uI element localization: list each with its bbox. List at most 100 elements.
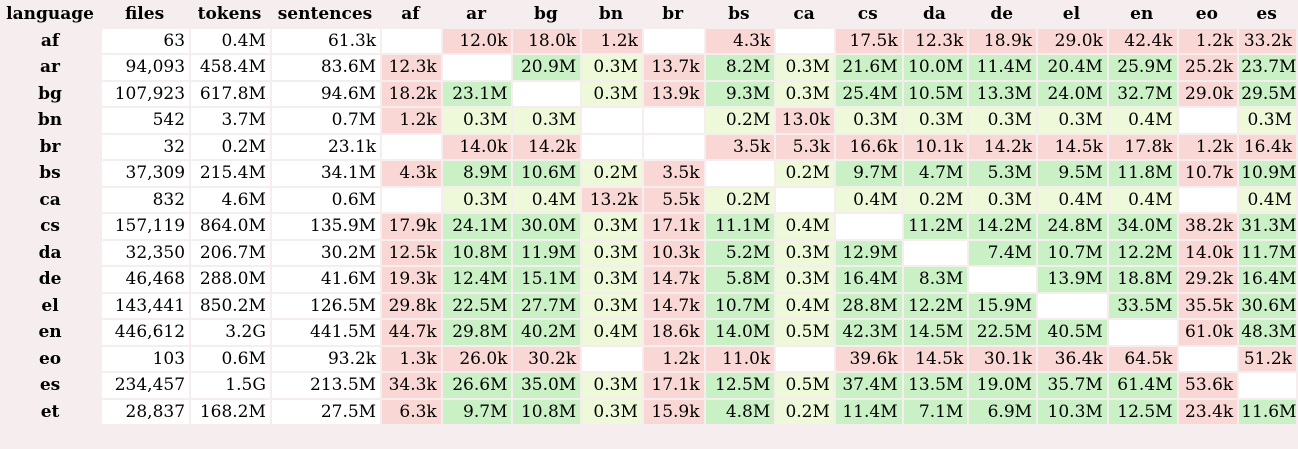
cell-bg-ar: 23.1M: [442, 81, 512, 106]
cell-ca-tokens: 4.6M: [191, 187, 270, 212]
row-header-el: el: [41, 295, 59, 316]
cell-bn-es: 0.3M: [1239, 108, 1296, 133]
cell-es-eo: 53.6k: [1178, 373, 1238, 398]
cell-bg-cs: 25.4M: [835, 81, 902, 106]
cell-de-es: 16.4M: [1239, 267, 1296, 292]
cell-de-bs: 5.8M: [705, 267, 775, 292]
cell-en-tokens: 3.2G: [191, 320, 270, 345]
cell-eo-eo: [1178, 346, 1238, 371]
cell-af-es: 33.2k: [1239, 28, 1296, 53]
column-header-ca: ca: [793, 4, 815, 25]
cell-cs-es: 31.3M: [1239, 214, 1296, 239]
cell-de-bn: 0.3M: [582, 267, 642, 292]
cell-cs-files: 157,119: [102, 214, 190, 239]
table-row-de: de 46,468 288.0M 41.6M 19.3k 12.4M 15.1M 0.3M 14…: [2, 267, 1296, 292]
table-row-ar: ar 94,093 458.4M 83.6M 12.3k 20.9M 0.3M 13.7k 8.…: [2, 55, 1296, 80]
cell-ca-da: 0.2M: [903, 187, 968, 212]
cell-eo-bn: [582, 346, 642, 371]
cell-en-af: 44.7k: [382, 320, 441, 345]
table-row-es: es 234,457 1.5G 213.5M 34.3k 26.6M 35.0M 0.3M 17…: [2, 373, 1296, 398]
cell-ar-el: 20.4M: [1038, 55, 1107, 80]
cell-en-en: [1108, 320, 1177, 345]
table-row-bg: bg 107,923 617.8M 94.6M 18.2k 23.1M 0.3M 13.9k 9…: [2, 81, 1296, 106]
cell-bs-tokens: 215.4M: [191, 161, 270, 186]
cell-br-br: [643, 134, 704, 159]
cell-bg-en: 32.7M: [1108, 81, 1177, 106]
cell-eo-br: 1.2k: [643, 346, 704, 371]
cell-el-de: 15.9M: [969, 293, 1037, 318]
cell-bg-files: 107,923: [102, 81, 190, 106]
cell-bn-br: [643, 108, 704, 133]
cell-af-da: 12.3k: [903, 28, 968, 53]
cell-cs-en: 34.0M: [1108, 214, 1177, 239]
cell-bs-bn: 0.2M: [582, 161, 642, 186]
cell-bs-bg: 10.6M: [513, 161, 581, 186]
table-body: af 63 0.4M 61.3k 12.0k 18.0k 1.2k 4.3k 17.5k 12.3…: [2, 28, 1296, 424]
cell-br-files: 32: [102, 134, 190, 159]
cell-af-bn: 1.2k: [582, 28, 642, 53]
column-header-bn: bn: [598, 4, 624, 25]
cell-ca-files: 832: [102, 187, 190, 212]
row-header-bn: bn: [37, 110, 63, 131]
cell-ar-cs: 21.6M: [835, 55, 902, 80]
cell-ar-br: 13.7k: [643, 55, 704, 80]
cell-bs-cs: 9.7M: [835, 161, 902, 186]
cell-el-sentences: 126.5M: [271, 293, 381, 318]
cell-af-ca: [776, 28, 834, 53]
cell-af-cs: 17.5k: [835, 28, 902, 53]
cell-br-bg: 14.2k: [513, 134, 581, 159]
cell-eo-bs: 11.0k: [705, 346, 775, 371]
cell-da-bn: 0.3M: [582, 240, 642, 265]
cell-da-files: 32,350: [102, 240, 190, 265]
cell-af-sentences: 61.3k: [271, 28, 381, 53]
column-header-bs: bs: [728, 4, 750, 25]
column-header-el: el: [1062, 4, 1081, 25]
row-header-bg: bg: [38, 83, 62, 104]
cell-bs-de: 5.3M: [969, 161, 1037, 186]
cell-es-bg: 35.0M: [513, 373, 581, 398]
table-row-cs: cs 157,119 864.0M 135.9M 17.9k 24.1M 30.0M 0.3M…: [2, 214, 1296, 239]
cell-cs-da: 11.2M: [903, 214, 968, 239]
cell-es-files: 234,457: [102, 373, 190, 398]
cell-el-files: 143,441: [102, 293, 190, 318]
cell-bg-eo: 29.0k: [1178, 81, 1238, 106]
cell-ca-ar: 0.3M: [442, 187, 512, 212]
cell-el-ca: 0.4M: [776, 293, 834, 318]
column-header-de: de: [990, 4, 1014, 25]
cell-es-af: 34.3k: [382, 373, 441, 398]
cell-es-cs: 37.4M: [835, 373, 902, 398]
cell-el-ar: 22.5M: [442, 293, 512, 318]
cell-bg-br: 13.9k: [643, 81, 704, 106]
column-header-af: af: [401, 4, 420, 25]
cell-ca-ca: [776, 187, 834, 212]
cell-af-de: 18.9k: [969, 28, 1037, 53]
cell-af-ar: 12.0k: [442, 28, 512, 53]
cell-eo-files: 103: [102, 346, 190, 371]
cell-ar-tokens: 458.4M: [191, 55, 270, 80]
cell-bs-br: 3.5k: [643, 161, 704, 186]
cell-da-sentences: 30.2M: [271, 240, 381, 265]
cell-br-eo: 1.2k: [1178, 134, 1238, 159]
cell-et-bg: 10.8M: [513, 399, 581, 424]
cell-af-bs: 4.3k: [705, 28, 775, 53]
cell-br-es: 16.4k: [1239, 134, 1296, 159]
cell-cs-tokens: 864.0M: [191, 214, 270, 239]
cell-en-bs: 14.0M: [705, 320, 775, 345]
cell-af-el: 29.0k: [1038, 28, 1107, 53]
cell-da-bs: 5.2M: [705, 240, 775, 265]
cell-eo-da: 14.5k: [903, 346, 968, 371]
cell-et-bn: 0.3M: [582, 399, 642, 424]
cell-af-en: 42.4k: [1108, 28, 1177, 53]
column-header-es: es: [1256, 4, 1277, 25]
cell-de-en: 18.8M: [1108, 267, 1177, 292]
cell-bn-bn: [582, 108, 642, 133]
cell-bs-sentences: 34.1M: [271, 161, 381, 186]
cell-el-bg: 27.7M: [513, 293, 581, 318]
cell-bn-ar: 0.3M: [442, 108, 512, 133]
cell-bg-de: 13.3M: [969, 81, 1037, 106]
cell-de-da: 8.3M: [903, 267, 968, 292]
cell-af-af: [382, 28, 441, 53]
cell-et-br: 15.9k: [643, 399, 704, 424]
cell-eo-af: 1.3k: [382, 346, 441, 371]
cell-bg-bn: 0.3M: [582, 81, 642, 106]
